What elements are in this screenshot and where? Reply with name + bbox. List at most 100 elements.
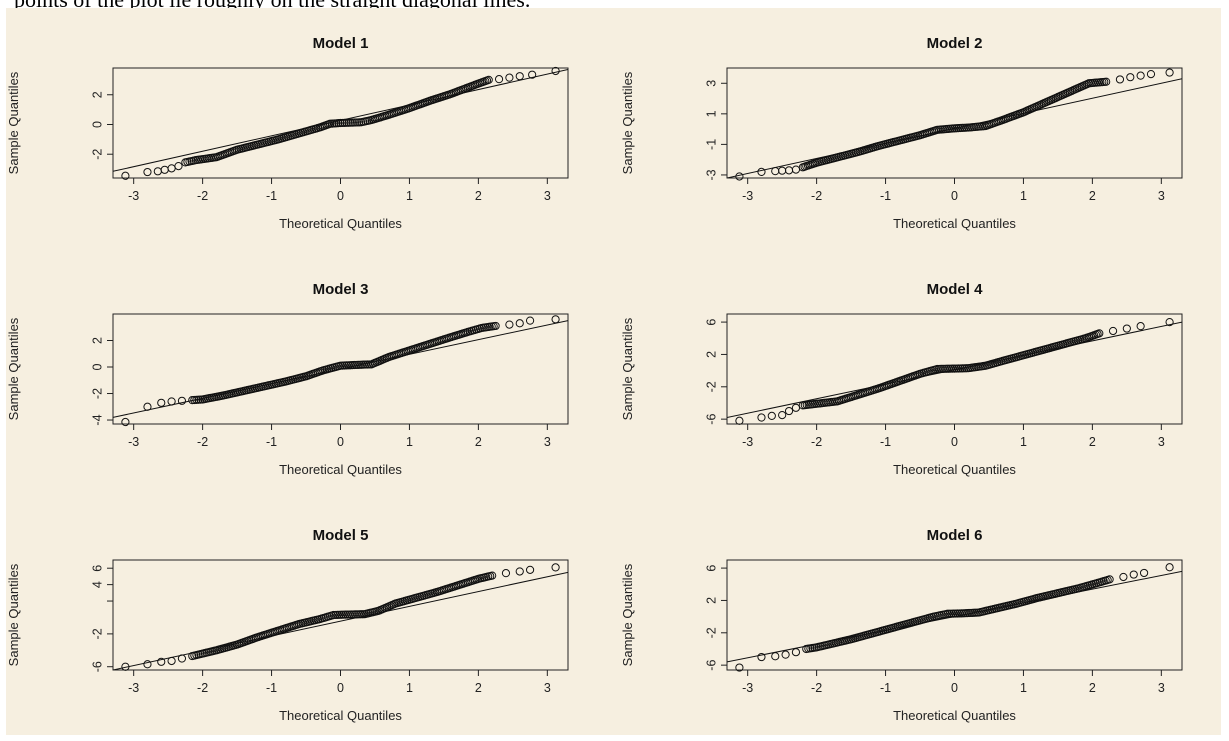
sample-point <box>551 315 560 324</box>
sample-point <box>336 118 345 128</box>
x-tick-label: -3 <box>742 189 753 203</box>
x-tick-label: 1 <box>406 189 413 203</box>
sample-point <box>1108 326 1118 336</box>
sample-point <box>784 406 794 416</box>
sample-point <box>143 660 152 669</box>
qq-plot-model-3: Model 3 -3 -2 -1 0 1 2 3 2 0 -2 -4 Theoretical Quant… <box>6 281 569 477</box>
y-tick-label: 4 <box>90 581 104 588</box>
x-tick-label: 0 <box>337 189 344 203</box>
sample-point <box>1136 322 1145 331</box>
sample-point <box>757 652 766 662</box>
sample-point <box>1105 575 1114 584</box>
sample-point <box>1165 68 1174 77</box>
sample-points <box>735 317 1174 425</box>
x-tick-label: 0 <box>951 189 958 203</box>
sample-point <box>551 563 560 572</box>
y-tick-label: 2 <box>90 91 104 98</box>
sample-point <box>143 402 152 411</box>
sample-point <box>1102 77 1111 86</box>
sample-point <box>505 320 514 329</box>
sample-point <box>735 172 744 181</box>
x-tick-label: 0 <box>951 681 958 695</box>
qq-plot-model-2: Model 2 -3 -2 -1 0 1 2 3 3 1 -1 -3 Theoretical Quant… <box>620 35 1183 231</box>
x-tick-label: 3 <box>544 189 551 203</box>
x-tick-label: 3 <box>544 435 551 449</box>
x-tick-label: 1 <box>406 681 413 695</box>
x-tick-label: 2 <box>475 189 482 203</box>
sample-point <box>338 118 347 128</box>
y-tick-label: -1 <box>704 139 718 150</box>
plot-frame <box>726 67 1183 179</box>
x-tick-label: 3 <box>1158 189 1165 203</box>
sample-point <box>525 316 535 325</box>
x-tick-label: -3 <box>128 681 139 695</box>
y-tick-label: 2 <box>704 597 718 604</box>
x-tick-label: -1 <box>880 435 891 449</box>
y-axis-label: Sample Quantiles <box>620 563 635 666</box>
sample-point <box>167 397 176 406</box>
y-axis-label: Sample Quantiles <box>6 563 21 666</box>
x-tick-label: 2 <box>475 435 482 449</box>
sample-point <box>167 656 176 666</box>
sample-point <box>167 164 176 173</box>
x-axis-label: Theoretical Quantiles <box>893 708 1016 723</box>
sample-point <box>1165 317 1174 327</box>
sample-point <box>177 654 187 663</box>
sample-point <box>494 75 504 84</box>
y-axis-label: Sample Quantiles <box>6 317 21 420</box>
y-tick-label: 0 <box>90 363 104 370</box>
sample-point <box>515 567 524 576</box>
sample-point <box>791 403 801 412</box>
x-tick-label: -2 <box>811 435 822 449</box>
plot-title: Model 4 <box>927 281 983 298</box>
sample-point <box>143 167 152 177</box>
x-tick-label: 1 <box>406 435 413 449</box>
sample-point <box>1119 572 1128 582</box>
qq-plot-model-5: Model 5 -3 -2 -1 0 1 2 3 6 4 -2 -6 Theoretical Quant… <box>6 527 569 723</box>
qq-reference-line <box>113 571 568 670</box>
sample-point <box>174 162 183 171</box>
x-tick-label: 0 <box>337 681 344 695</box>
x-tick-label: 2 <box>1089 435 1096 449</box>
sample-point <box>340 118 349 127</box>
y-tick-label: -6 <box>90 661 104 672</box>
y-tick-label: 0 <box>90 121 104 128</box>
sample-point <box>157 398 166 407</box>
x-tick-label: 1 <box>1020 681 1027 695</box>
sample-point <box>1115 75 1125 84</box>
qq-plot-model-6: Model 6 -3 -2 -1 0 1 2 3 6 2 -2 -6 Theoretical Quant… <box>620 527 1183 723</box>
x-tick-label: -1 <box>266 435 277 449</box>
sample-point <box>1095 329 1104 338</box>
y-tick-label: -2 <box>90 388 104 399</box>
sample-point <box>153 167 162 176</box>
sample-point <box>778 411 787 420</box>
x-tick-label: -3 <box>742 681 753 695</box>
x-axis-label: Theoretical Quantiles <box>279 462 402 477</box>
y-tick-label: -2 <box>704 381 718 392</box>
plot-title: Model 2 <box>927 35 983 52</box>
sample-point <box>735 416 744 425</box>
sample-point <box>160 165 169 174</box>
x-tick-label: 3 <box>1158 681 1165 695</box>
sample-point <box>344 118 353 127</box>
x-tick-label: -2 <box>197 435 208 449</box>
sample-point <box>771 652 780 661</box>
y-tick-label: 6 <box>704 319 718 326</box>
y-tick-label: -2 <box>90 149 104 160</box>
x-tick-label: 0 <box>337 435 344 449</box>
sample-point <box>784 166 794 175</box>
y-tick-label: -3 <box>704 169 718 180</box>
x-tick-label: 1 <box>1020 189 1027 203</box>
sample-point <box>505 73 514 82</box>
sample-point <box>551 66 560 76</box>
sample-point <box>121 662 130 671</box>
qq-plot-figure <box>6 8 1221 735</box>
x-tick-label: -2 <box>811 681 822 695</box>
sample-point <box>791 648 801 657</box>
sample-points <box>121 315 560 427</box>
x-tick-label: -1 <box>880 189 891 203</box>
x-tick-label: 2 <box>475 681 482 695</box>
sample-point <box>757 167 766 176</box>
y-tick-label: -6 <box>704 660 718 671</box>
sample-point <box>791 165 801 174</box>
